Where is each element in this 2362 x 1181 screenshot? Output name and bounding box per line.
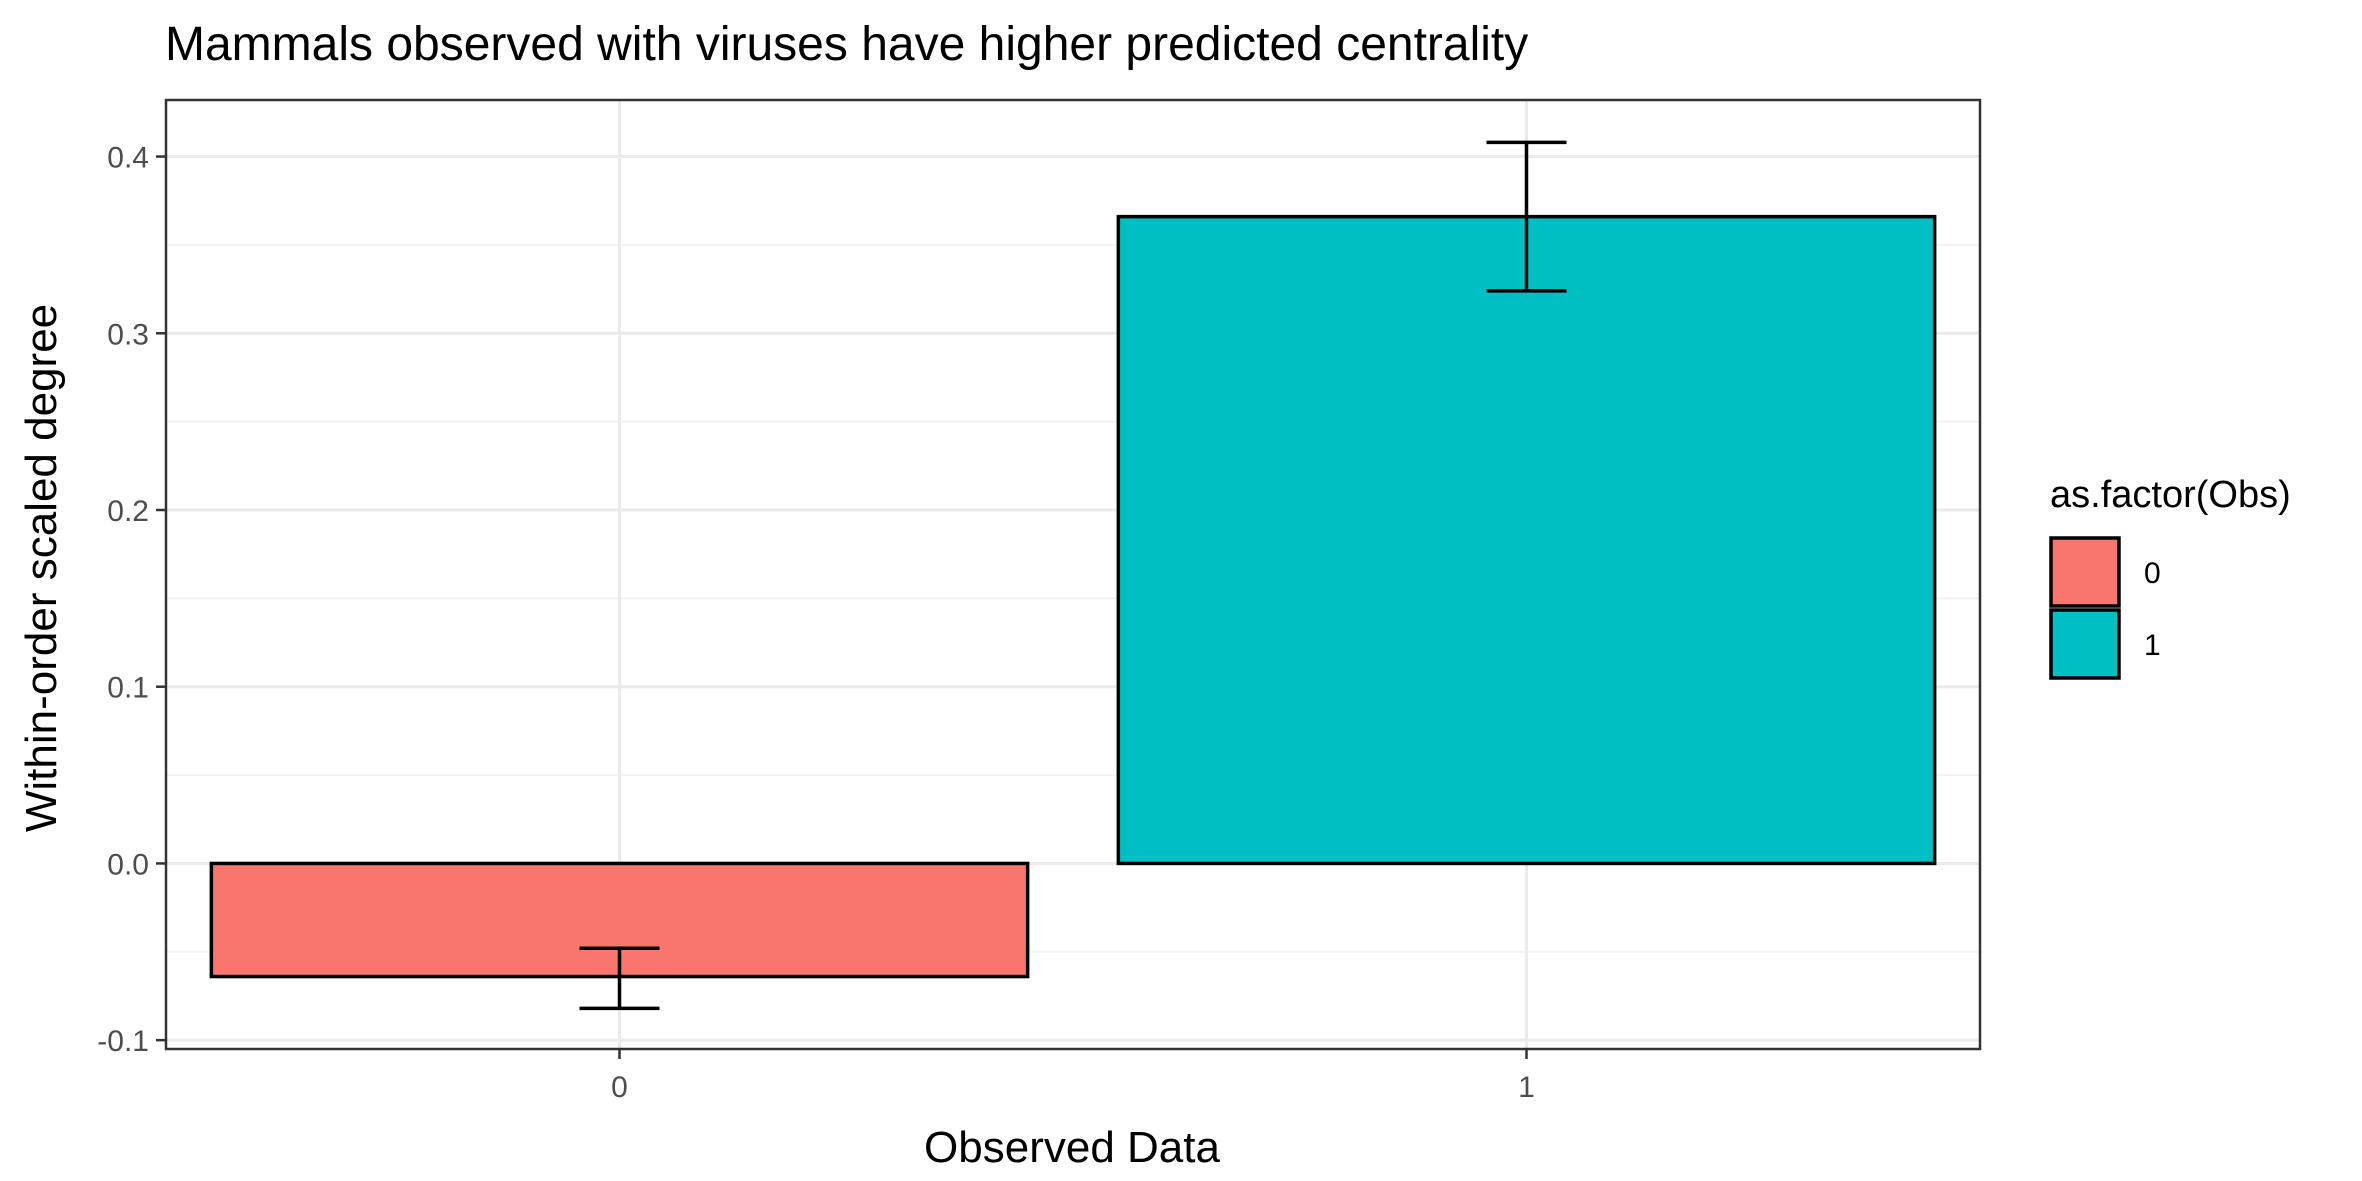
y-tick-label: 0.1	[107, 672, 149, 705]
legend-title: as.factor(Obs)	[2050, 474, 2291, 516]
y-tick-label: 0.3	[107, 318, 149, 351]
legend-key-1	[2049, 608, 2121, 680]
y-tick-label: -0.1	[97, 1025, 149, 1058]
x-axis-title: Observed Data	[924, 1123, 1220, 1172]
chart-title: Mammals observed with viruses have highe…	[165, 18, 1528, 71]
bar-1	[1116, 214, 1937, 866]
legend: as.factor(Obs) 0 1	[2049, 474, 2291, 680]
y-axis-title: Within-order scaled degree	[17, 304, 66, 832]
legend-label-0: 0	[2144, 557, 2161, 590]
legend-key-0	[2049, 536, 2121, 608]
y-tick-label: 0.0	[107, 848, 149, 881]
y-tick-label: 0.4	[107, 142, 149, 175]
plot-area: -0.1 0.0 0.1 0.2 0.3 0.4 0 1	[97, 98, 1982, 1104]
x-tick-label: 0	[611, 1071, 628, 1104]
panel-border	[164, 98, 1982, 1051]
x-tick-label: 1	[1518, 1071, 1535, 1104]
legend-label-1: 1	[2144, 629, 2161, 662]
y-tick-label: 0.2	[107, 495, 149, 528]
